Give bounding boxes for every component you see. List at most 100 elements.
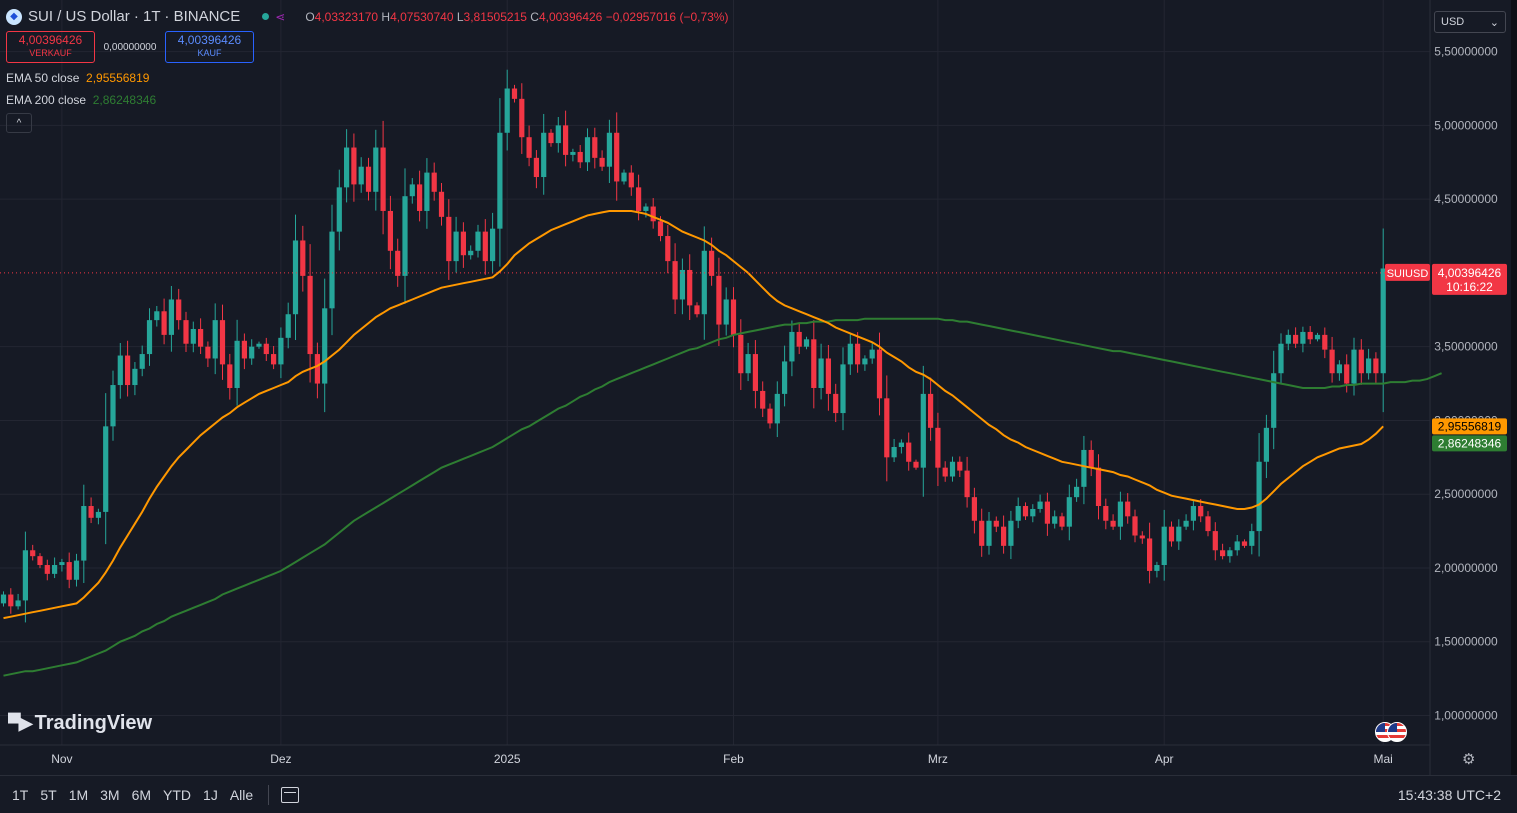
chart-legend: ◆ SUI / US Dollar · 1T · BINANCE ⋖ O4,03… (6, 8, 728, 133)
range-1m[interactable]: 1M (68, 786, 89, 803)
candle-body (1241, 541, 1248, 546)
ema200-tag-bg (1432, 435, 1507, 452)
y-tick-label: 1,00000000 (1434, 708, 1498, 722)
buy-button[interactable]: 4,00396426 KAUF (165, 31, 254, 63)
range-ytd[interactable]: YTD (163, 786, 192, 803)
candle-body (869, 349, 875, 359)
candle-body (1103, 506, 1109, 521)
collapse-legend-button[interactable]: ^ (6, 113, 32, 133)
candle-body (1351, 349, 1357, 384)
ema50-legend[interactable]: EMA 50 close 2,95556819 (6, 71, 728, 85)
candle-body (1132, 516, 1138, 536)
candle-body (1227, 550, 1233, 557)
candle-body (957, 461, 963, 471)
candle-body (1176, 526, 1182, 542)
candle-body (256, 343, 262, 347)
candle-body (789, 331, 795, 362)
calendar-goto-icon[interactable] (281, 786, 300, 803)
price-tag-bg (1432, 263, 1507, 295)
ema200-legend[interactable]: EMA 200 close 2,86248346 (6, 93, 728, 107)
range-3m[interactable]: 3M (100, 786, 120, 803)
candle-body (701, 250, 707, 315)
candle-body (336, 187, 342, 232)
candle-body (446, 216, 452, 262)
candle-body (1263, 427, 1269, 462)
range-5t[interactable]: 5T (40, 786, 57, 803)
candle-body (1001, 526, 1007, 546)
candle-body (1293, 334, 1299, 344)
range-6m[interactable]: 6M (131, 786, 152, 803)
candle-body (1198, 506, 1204, 517)
symbol-title[interactable]: SUI / US Dollar · 1T · BINANCE (28, 8, 241, 25)
candle-body (555, 125, 561, 144)
ema50-tag-bg (1432, 418, 1507, 435)
candle-body (22, 550, 28, 601)
tradingview-wordmark: TradingView (34, 712, 153, 734)
y-tick-label: 1,50000000 (1434, 635, 1498, 649)
candle-body (1271, 373, 1277, 428)
high-value: 4,07530740 (390, 9, 454, 24)
candle-body (52, 565, 58, 574)
countdown-label: 10:16:22 (1446, 280, 1493, 294)
candle-body (322, 308, 328, 384)
candle-body (1117, 501, 1123, 527)
candle-body (949, 461, 956, 477)
tradingview-logo[interactable]: ▀▶ TradingView (8, 712, 152, 735)
y-tick-label: 3,50000000 (1434, 340, 1498, 354)
candle-body (219, 320, 226, 365)
candle-body (971, 497, 977, 521)
candle-body (300, 240, 306, 276)
candle-body (1380, 268, 1386, 374)
candle-body (249, 346, 255, 359)
currency-select[interactable]: USD ⌄ (1434, 11, 1506, 33)
candle-body (803, 339, 810, 347)
settings-gear-icon[interactable]: ⚙ (1462, 751, 1476, 768)
range-alle[interactable]: Alle (229, 786, 254, 803)
candle-body (424, 172, 430, 211)
share-icon[interactable]: ⋖ (275, 9, 286, 24)
range-1j[interactable]: 1J (203, 786, 218, 803)
candle-body (402, 196, 408, 276)
sell-button[interactable]: 4,00396426 VERKAUF (6, 31, 95, 63)
candle-body (409, 184, 415, 197)
candle-body (504, 88, 510, 133)
candle-body (818, 358, 824, 388)
candle-body (833, 393, 839, 414)
tradingview-mark-icon: ▀▶ (8, 713, 33, 733)
market-flags[interactable] (1375, 722, 1407, 742)
candle-body (730, 299, 737, 335)
ema50-line (3, 210, 1384, 620)
us-flag-icon-2 (1387, 722, 1407, 742)
candles (0, 69, 1394, 623)
x-tick-label: Feb (723, 752, 744, 766)
chart-area[interactable]: 5,50000000 5,00000000 4,50000000 3,50000000… (0, 0, 1517, 775)
candle-body (1161, 526, 1167, 566)
candle-body (475, 231, 481, 251)
candle-body (1314, 334, 1321, 340)
range-1t[interactable]: 1T (12, 786, 29, 803)
candle-body (606, 132, 612, 167)
candle-body (876, 349, 883, 399)
candle-body (1015, 506, 1021, 521)
candle-body (1022, 506, 1029, 517)
candle-body (993, 520, 999, 527)
candle-body (154, 311, 160, 321)
candle-body (774, 393, 780, 424)
candle-body (979, 520, 985, 546)
candle-body (431, 172, 437, 192)
candle-body (636, 187, 642, 211)
candle-body (1190, 506, 1196, 521)
candle-body (592, 137, 598, 158)
ema200-label: EMA 200 close (6, 93, 87, 107)
trade-row: 4,00396426 VERKAUF 0,00000000 4,00396426… (6, 31, 728, 63)
candle-body (227, 364, 233, 388)
candle-body (460, 231, 466, 256)
candle-body (570, 151, 576, 155)
clock-timezone[interactable]: 15:43:38 UTC+2 (1397, 786, 1501, 803)
candle-body (212, 320, 218, 359)
candle-body (563, 125, 569, 155)
candle-body (541, 132, 547, 178)
candle-body (738, 334, 744, 374)
price-chart[interactable]: 5,50000000 5,00000000 4,50000000 3,50000000… (0, 0, 1517, 775)
